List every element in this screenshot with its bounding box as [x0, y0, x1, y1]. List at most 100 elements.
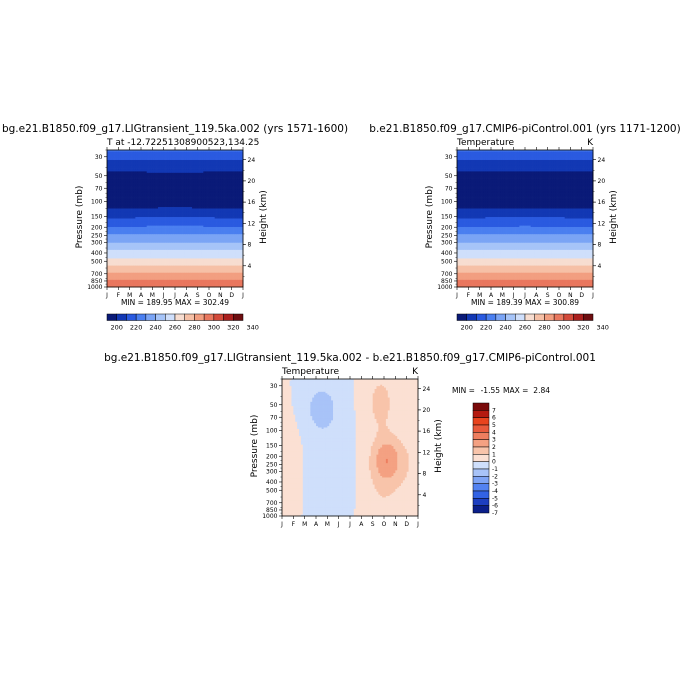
- contour-cell: [122, 184, 125, 187]
- contour-cell: [120, 194, 123, 197]
- contour-cell: [231, 179, 234, 182]
- contour-cell: [122, 165, 125, 168]
- contour-cell: [107, 169, 110, 172]
- contour-cell: [176, 182, 180, 185]
- contour-cell: [107, 158, 110, 161]
- contour-cell: [237, 189, 240, 192]
- contour-cell: [154, 164, 157, 167]
- contour-cell: [165, 171, 168, 174]
- contour-cell: [110, 158, 114, 161]
- contour-cell: [233, 182, 236, 185]
- contour-cell: [141, 154, 144, 157]
- contour-cell: [220, 195, 223, 198]
- contour-cell: [161, 199, 165, 202]
- contour-cell: [161, 165, 165, 168]
- contour-cell: [193, 172, 197, 175]
- contour-cell: [220, 172, 223, 175]
- contour-cell: [158, 185, 161, 188]
- contour-cell: [178, 161, 182, 164]
- contour-cell: [154, 161, 157, 164]
- contour-cell: [127, 174, 131, 177]
- contour-cell: [227, 162, 231, 165]
- contour-cell: [165, 188, 168, 191]
- contour-cell: [180, 192, 183, 195]
- contour-cell: [150, 172, 153, 175]
- contour-cell: [122, 197, 125, 199]
- contour-cell: [148, 159, 151, 162]
- contour-cell: [125, 197, 129, 199]
- contour-cell: [235, 198, 238, 201]
- contour-cell: [144, 172, 148, 175]
- contour-cell: [141, 161, 144, 164]
- contour-cell: [133, 165, 136, 168]
- contour-cell: [209, 159, 212, 162]
- contour-cell: [222, 195, 225, 198]
- contour-cell: [188, 179, 191, 182]
- contour-cell: [122, 154, 125, 157]
- contour-cell: [142, 172, 146, 175]
- contour-cell: [118, 182, 121, 185]
- contour-cell: [175, 164, 178, 167]
- contour-cell: [112, 171, 115, 174]
- contour-cell: [197, 171, 200, 174]
- contour-cell: [224, 159, 227, 162]
- contour-cell: [127, 164, 131, 167]
- contour-cell: [201, 197, 204, 199]
- contour-cell: [110, 159, 114, 162]
- contour-cell: [124, 185, 127, 188]
- contour-cell: [107, 199, 110, 202]
- contour-cell: [190, 167, 193, 169]
- contour-cell: [122, 182, 125, 185]
- contour-cell: [210, 174, 214, 177]
- contour-cell: [163, 181, 166, 184]
- contour-cell: [239, 187, 242, 189]
- contour-cell: [199, 150, 202, 152]
- contour-cell: [210, 198, 214, 201]
- contour-cell: [167, 172, 170, 175]
- contour-cell: [165, 182, 168, 185]
- contour-cell: [203, 191, 206, 194]
- contour-cell: [210, 150, 214, 152]
- contour-cell: [184, 195, 187, 198]
- contour-cell: [135, 167, 138, 169]
- contour-cell: [195, 185, 199, 188]
- contour-cell: [235, 151, 238, 154]
- contour-cell: [167, 161, 170, 164]
- contour-cell: [218, 161, 221, 164]
- contour-cell: [203, 150, 206, 152]
- contour-cell: [150, 175, 153, 178]
- contour-cell: [235, 172, 238, 175]
- contour-cell: [180, 185, 183, 188]
- contour-cell: [158, 169, 161, 172]
- contour-cell: [108, 174, 112, 177]
- contour-cell: [148, 150, 151, 152]
- contour-cell: [142, 155, 146, 158]
- contour-cell: [192, 161, 195, 164]
- contour-cell: [144, 199, 148, 202]
- contour-cell: [124, 169, 127, 172]
- contour-cell: [156, 151, 159, 154]
- contour-cell: [188, 175, 191, 178]
- contour-cell: [175, 151, 178, 154]
- contour-cell: [231, 161, 234, 164]
- contour-cell: [203, 175, 206, 178]
- contour-cell: [108, 155, 112, 158]
- contour-cell: [184, 197, 187, 199]
- contour-cell: [226, 187, 229, 189]
- contour-cell: [108, 194, 112, 197]
- contour-cell: [114, 157, 117, 159]
- contour-cell: [133, 158, 136, 161]
- contour-cell: [184, 158, 187, 161]
- contour-cell: [110, 177, 114, 179]
- contour-cell: [135, 154, 138, 157]
- contour-cell: [216, 194, 219, 197]
- contour-cell: [122, 192, 125, 195]
- contour-cell: [108, 197, 112, 199]
- contour-cell: [150, 152, 153, 155]
- contour-cell: [118, 158, 121, 161]
- contour-cell: [171, 157, 174, 159]
- contour-cell: [135, 168, 138, 171]
- contour-cell: [146, 159, 149, 162]
- contour-cell: [120, 185, 123, 188]
- contour-cell: [184, 198, 187, 201]
